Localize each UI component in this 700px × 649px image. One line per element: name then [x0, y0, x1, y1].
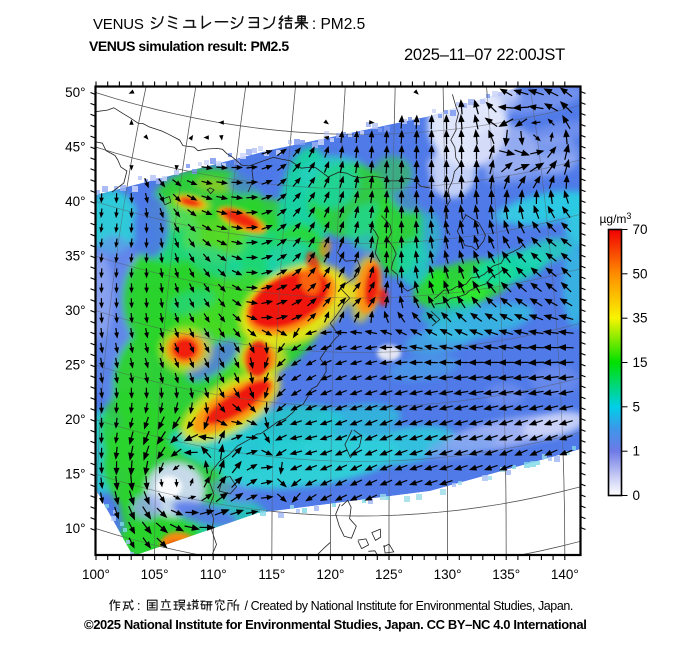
svg-text::: :	[137, 599, 140, 613]
svg-text:µg/m3: µg/m3	[600, 211, 632, 226]
svg-text:125°: 125°	[375, 567, 403, 582]
svg-text:40°: 40°	[65, 194, 85, 209]
svg-text:10°: 10°	[65, 521, 85, 536]
svg-text:15°: 15°	[65, 467, 85, 482]
svg-text:140°: 140°	[551, 567, 579, 582]
svg-text:120°: 120°	[316, 567, 344, 582]
svg-text:15: 15	[633, 355, 648, 370]
svg-text:VENUS: VENUS	[93, 16, 144, 33]
svg-text:1: 1	[633, 444, 641, 459]
svg-text:35°: 35°	[65, 249, 85, 264]
svg-text:105°: 105°	[141, 567, 169, 582]
svg-text:110°: 110°	[200, 567, 227, 582]
svg-text:100°: 100°	[82, 567, 110, 582]
svg-text:115°: 115°	[258, 567, 285, 582]
svg-text:25°: 25°	[65, 358, 85, 373]
svg-text:VENUS simulation result: PM2.5: VENUS simulation result: PM2.5	[89, 38, 289, 54]
svg-text:5: 5	[633, 399, 641, 414]
svg-text:35: 35	[633, 311, 648, 326]
svg-text:/ Created by National Institut: / Created by National Institute for Envi…	[245, 599, 573, 613]
svg-text:70: 70	[633, 222, 648, 237]
svg-text:45°: 45°	[65, 140, 85, 155]
svg-text:©2025 National Institute for E: ©2025 National Institute for Environment…	[84, 617, 586, 632]
svg-text:30°: 30°	[65, 303, 85, 318]
svg-text:0: 0	[633, 488, 641, 503]
svg-text:50: 50	[633, 266, 648, 281]
svg-text:130°: 130°	[434, 567, 462, 582]
svg-text:: PM2.5: : PM2.5	[312, 16, 365, 33]
svg-text:135°: 135°	[492, 567, 520, 582]
svg-text:2025–11–07 22:00JST: 2025–11–07 22:00JST	[404, 46, 565, 64]
svg-text:20°: 20°	[65, 412, 85, 427]
svg-text:50°: 50°	[65, 85, 85, 100]
